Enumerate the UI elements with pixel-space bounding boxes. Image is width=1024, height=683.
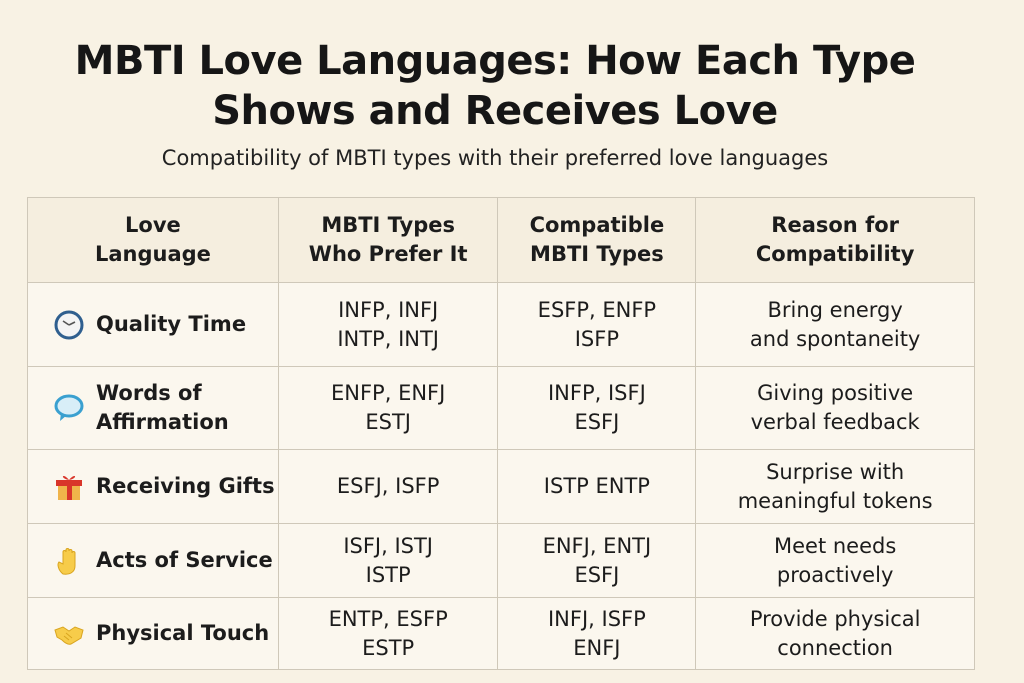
speech-bubble-icon (54, 393, 84, 423)
compatible-cell: ESFP, ENFP ISFP (497, 282, 697, 367)
reason-cell: Meet needs proactively (695, 523, 975, 598)
prefer-cell: ISFJ, ISTJ ISTP (277, 523, 499, 598)
table-header-row: Love Language MBTI Types Who Prefer It C… (27, 197, 975, 283)
compatible-cell: INFP, ISFJ ESFJ (497, 366, 697, 450)
compatible-cell: ISTP ENTP (497, 449, 697, 524)
love-language-label: Words of Affirmation (96, 381, 229, 434)
love-language-cell: Receiving Gifts (27, 449, 279, 524)
header-compatible: Compatible MBTI Types (497, 197, 697, 283)
gift-icon (54, 472, 84, 502)
love-language-label: Physical Touch (96, 621, 270, 645)
raised-hand-icon (54, 546, 84, 576)
table-row: Physical Touch ENTP, ESFP ESTP INFJ, ISF… (27, 597, 975, 670)
compatible-cell: ENFJ, ENTJ ESFJ (497, 523, 697, 598)
love-language-cell: Words of Affirmation (27, 366, 279, 450)
love-language-cell: Quality Time (27, 282, 279, 367)
prefer-cell: ENTP, ESFP ESTP (277, 597, 499, 670)
love-language-label: Quality Time (96, 312, 247, 336)
prefer-cell: ENFP, ENFJ ESTJ (277, 366, 499, 450)
prefer-cell: ESFJ, ISFP (277, 449, 499, 524)
page-title: MBTI Love Languages: How Each Type Shows… (74, 38, 916, 134)
table-row: Receiving Gifts ESFJ, ISFP ISTP ENTP Sur… (27, 449, 975, 524)
reason-cell: Bring energy and spontaneity (695, 282, 975, 367)
header-love-language: Love Language (27, 197, 279, 283)
reason-cell: Provide physical connection (695, 597, 975, 670)
compatible-cell: INFJ, ISFP ENFJ (497, 597, 697, 670)
love-language-cell: Acts of Service (27, 523, 279, 598)
table-row: Acts of Service ISFJ, ISTJ ISTP ENFJ, EN… (27, 523, 975, 598)
love-language-cell: Physical Touch (27, 597, 279, 670)
page-subtitle: Compatibility of MBTI types with their p… (161, 146, 829, 170)
prefer-cell: INFP, INFJ INTP, INTJ (277, 282, 499, 367)
love-languages-table: Love Language MBTI Types Who Prefer It C… (27, 197, 975, 670)
love-language-label: Receiving Gifts (96, 474, 275, 498)
header-prefer: MBTI Types Who Prefer It (277, 197, 499, 283)
reason-cell: Surprise with meaningful tokens (695, 449, 975, 524)
love-language-label: Acts of Service (96, 548, 273, 572)
header-reason: Reason for Compatibility (695, 197, 975, 283)
table-row: Quality Time INFP, INFJ INTP, INTJ ESFP,… (27, 282, 975, 367)
table-row: Words of Affirmation ENFP, ENFJ ESTJ INF… (27, 366, 975, 450)
reason-cell: Giving positive verbal feedback (695, 366, 975, 450)
handshake-icon (54, 619, 84, 649)
clock-icon (54, 310, 84, 340)
